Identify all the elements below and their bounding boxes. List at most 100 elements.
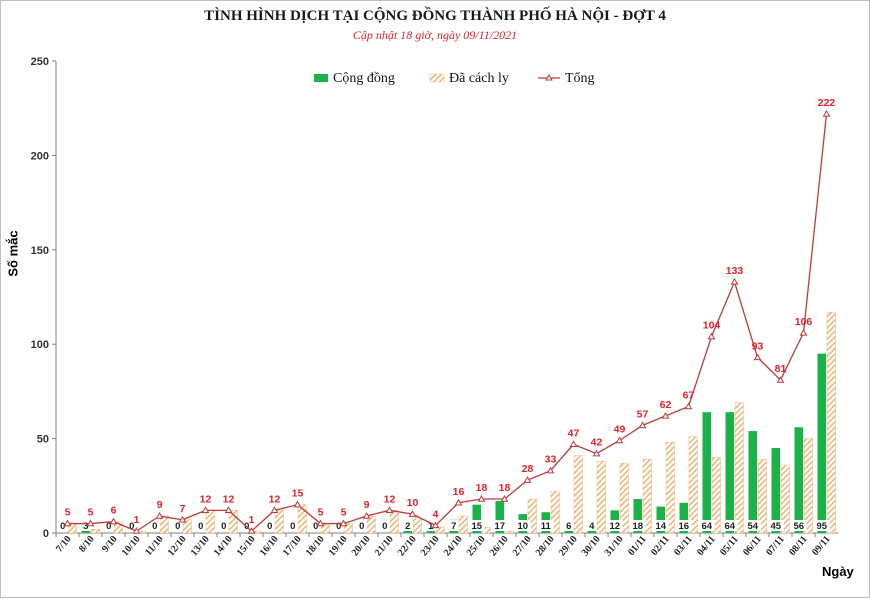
bar-value-label: 0	[129, 521, 134, 532]
bar-value-label: 3	[83, 521, 88, 532]
bar-value-label-bg	[333, 520, 344, 531]
legend-swatch-da-cach-ly	[429, 73, 445, 83]
bar-value-label-bg	[629, 520, 646, 531]
line-value-label: 16	[453, 486, 465, 498]
x-tick-label: 9/10	[100, 534, 120, 555]
bar-cong-dong	[771, 448, 780, 533]
bar-da-cach-ly	[389, 510, 399, 534]
y-tick-label: 50	[37, 434, 49, 446]
x-tick-label: 18/10	[304, 534, 327, 559]
bar-value-label-bg	[606, 520, 623, 531]
line-point-tong	[615, 436, 624, 444]
bar-da-cach-ly	[665, 442, 675, 534]
bar-value-label-bg	[537, 520, 554, 531]
line-value-label: 42	[591, 437, 603, 449]
bar-value-label: 6	[566, 521, 571, 532]
y-tick-label: 200	[31, 150, 49, 162]
line-point-tong	[684, 402, 693, 410]
bar-value-label: 0	[336, 521, 341, 532]
bar-value-label-bg	[103, 520, 114, 531]
bar-value-label-bg	[218, 520, 229, 531]
bar-da-cach-ly	[596, 461, 606, 534]
bar-value-label-bg	[172, 520, 183, 531]
x-tick-label: 19/10	[327, 534, 350, 559]
bar-value-label-bg	[563, 520, 574, 531]
bar-value-label: 56	[793, 521, 804, 532]
y-tick-label: 150	[31, 245, 49, 257]
line-point-tong	[730, 277, 739, 285]
bar-value-label-bg	[379, 520, 390, 531]
x-tick-label: 30/10	[580, 534, 603, 559]
bar-value-label: 0	[198, 521, 203, 532]
bar-value-label-bg	[586, 520, 597, 531]
bar-value-label: 0	[313, 521, 318, 532]
bar-da-cach-ly	[113, 521, 123, 534]
bar-value-label: 4	[589, 521, 595, 532]
bar-value-label: 17	[494, 521, 505, 532]
line-value-label: 12	[384, 493, 396, 505]
bar-value-label: 0	[382, 521, 387, 532]
line-point-tong	[339, 519, 348, 527]
bar-da-cach-ly	[228, 510, 238, 534]
line-value-label: 15	[292, 488, 304, 500]
bar-da-cach-ly	[458, 515, 468, 534]
bar-value-label: 16	[678, 521, 689, 532]
bar-da-cach-ly	[573, 455, 583, 534]
bar-value-label: 15	[471, 521, 482, 532]
line-value-label: 12	[269, 493, 281, 505]
bar-value-label: 64	[724, 521, 735, 532]
y-tick-label: 250	[31, 56, 49, 68]
bar-value-label-bg	[491, 520, 508, 531]
legend-swatch-cong-dong	[314, 74, 328, 82]
x-axis-label: Ngày	[822, 564, 854, 579]
y-tick-label: 0	[43, 528, 49, 540]
x-tick-label: 23/10	[419, 534, 442, 559]
legend-marker-tong	[545, 74, 553, 81]
line-value-label: 18	[476, 482, 488, 494]
bar-da-cach-ly	[297, 504, 307, 534]
line-value-label: 5	[341, 507, 347, 519]
bar-value-label: 1	[428, 521, 434, 532]
bar-value-label-bg	[652, 520, 669, 531]
bar-cong-dong	[426, 531, 435, 533]
bar-value-label-bg	[241, 520, 252, 531]
bar-value-label-bg	[721, 520, 738, 531]
x-tick-label: 17/10	[281, 534, 304, 559]
bar-value-label: 64	[701, 521, 712, 532]
x-tick-label: 09/11	[810, 534, 833, 558]
bar-value-label-bg	[356, 520, 367, 531]
line-value-label: 67	[683, 390, 695, 402]
bar-value-label-bg	[287, 520, 298, 531]
x-tick-label: 27/10	[511, 534, 534, 559]
line-point-tong	[822, 109, 831, 117]
line-point-tong	[799, 328, 808, 336]
bar-value-label-bg	[675, 520, 692, 531]
bar-value-label-bg	[514, 520, 531, 531]
bar-value-label-bg	[468, 520, 485, 531]
line-point-tong	[408, 510, 417, 517]
bar-da-cach-ly	[688, 436, 698, 534]
line-value-label: 62	[660, 399, 672, 411]
series-line-tong	[67, 113, 828, 532]
legend-label-tong: Tổng	[565, 71, 595, 86]
x-tick-label: 14/10	[212, 534, 235, 559]
line-value-label: 222	[818, 97, 836, 109]
bar-da-cach-ly	[412, 517, 422, 534]
line-point-tong	[707, 332, 716, 340]
y-tick-label: 100	[31, 339, 49, 351]
bar-da-cach-ly	[159, 515, 169, 534]
x-tick-label: 7/10	[54, 534, 74, 555]
bar-value-label: 54	[747, 521, 758, 532]
line-point-tong	[477, 495, 486, 502]
bar-da-cach-ly	[550, 491, 560, 534]
line-point-tong	[523, 476, 532, 483]
line-value-label: 33	[545, 454, 557, 466]
line-point-tong	[224, 506, 233, 514]
line-value-label: 93	[752, 340, 764, 352]
bar-da-cach-ly	[619, 462, 629, 534]
bar-cong-dong	[817, 353, 826, 533]
bar-value-label: 18	[632, 521, 643, 532]
x-tick-label: 10/10	[120, 534, 143, 559]
line-point-tong	[293, 500, 302, 508]
bar-cong-dong	[472, 504, 481, 533]
